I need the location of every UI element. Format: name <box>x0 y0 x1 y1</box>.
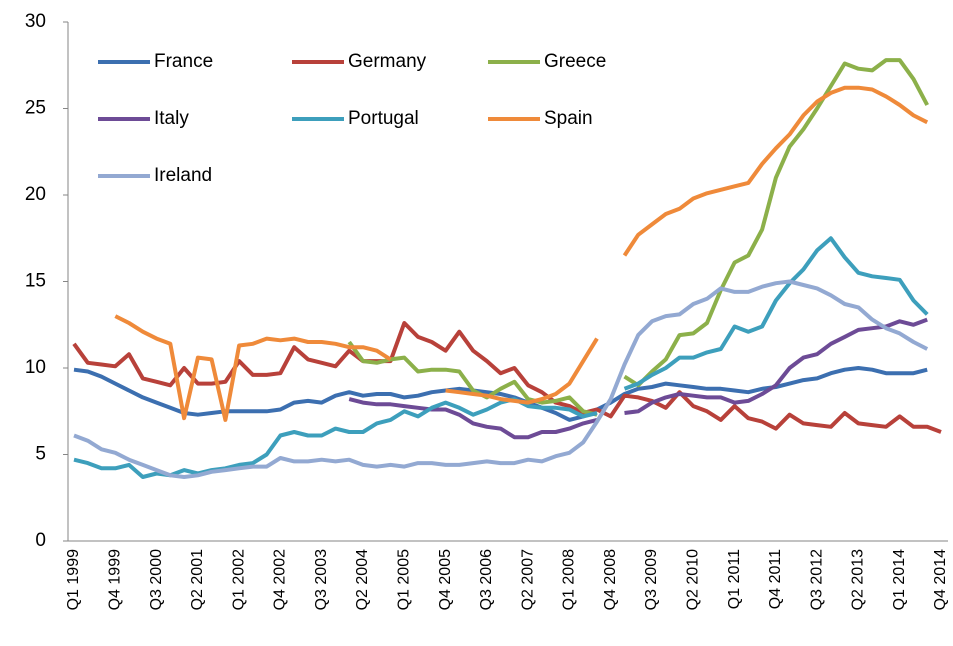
y-tick-label: 20 <box>25 184 46 205</box>
x-tick-label: Q3 2009 <box>643 549 660 610</box>
legend-label: Spain <box>544 108 593 129</box>
x-tick-label: Q1 2002 <box>230 549 247 610</box>
x-tick-label: Q4 2005 <box>437 549 454 610</box>
x-tick-label: Q3 2003 <box>313 549 330 610</box>
legend-label: Portugal <box>348 108 419 129</box>
x-tick-label: Q4 2008 <box>602 549 619 610</box>
x-tick-label: Q3 2012 <box>808 549 825 610</box>
y-tick-label: 30 <box>25 11 46 32</box>
legend-label: Ireland <box>154 165 212 186</box>
x-tick-label: Q1 1999 <box>65 549 82 610</box>
y-tick-label: 15 <box>25 271 46 292</box>
x-tick-label: Q1 2011 <box>726 549 743 609</box>
x-tick-label: Q3 2006 <box>478 549 495 610</box>
x-tick-label: Q4 1999 <box>107 549 124 610</box>
y-tick-label: 10 <box>25 357 46 378</box>
x-tick-label: Q4 2002 <box>272 549 289 610</box>
y-tick-label: 0 <box>35 530 46 551</box>
series-line <box>114 85 929 422</box>
x-tick-label: Q1 2008 <box>561 549 578 610</box>
legend-label: Germany <box>348 51 427 72</box>
legend-label: Italy <box>154 108 189 129</box>
y-tick-label: 25 <box>25 98 46 119</box>
x-tick-label: Q4 2011 <box>767 549 784 609</box>
series-line <box>348 317 928 440</box>
x-tick-label: Q2 2004 <box>354 549 371 610</box>
legend-label: France <box>154 51 213 72</box>
legend-label: Greece <box>544 51 606 72</box>
x-tick-label: Q4 2014 <box>932 549 949 610</box>
x-tick-label: Q2 2001 <box>189 549 206 610</box>
x-tick-label: Q3 2000 <box>148 549 165 610</box>
series-line <box>73 279 929 479</box>
x-tick-label: Q1 2014 <box>891 549 908 610</box>
series-line <box>73 366 928 422</box>
x-tick-label: Q2 2007 <box>519 549 536 610</box>
x-tick-label: Q2 2010 <box>685 549 702 610</box>
y-tick-label: 5 <box>35 444 46 465</box>
x-tick-label: Q1 2005 <box>396 549 413 610</box>
x-tick-label: Q2 2013 <box>850 549 867 610</box>
